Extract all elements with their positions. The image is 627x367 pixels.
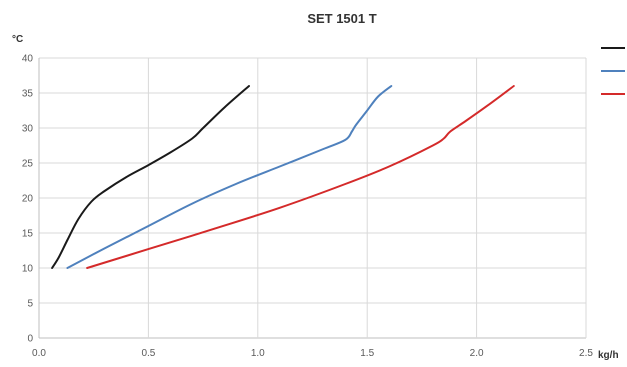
y-tick-label: 40 xyxy=(22,54,34,65)
legend xyxy=(601,47,625,95)
x-axis-unit: kg/h xyxy=(598,350,619,361)
y-tick-label: 35 xyxy=(22,89,34,100)
series-line-3 xyxy=(86,85,515,269)
x-tick-label: 2.5 xyxy=(579,348,593,359)
x-tick-label: 1.5 xyxy=(360,348,374,359)
y-tick-label: 0 xyxy=(27,334,33,345)
gridlines xyxy=(38,57,587,339)
x-tick-label: 0.0 xyxy=(32,348,46,359)
y-tick-label: 5 xyxy=(27,299,33,310)
series-line-1 xyxy=(51,85,250,269)
y-axis-unit: °C xyxy=(12,34,23,45)
y-tick-label: 10 xyxy=(22,264,34,275)
y-tick-label: 20 xyxy=(22,194,34,205)
tick-labels: 0 5 10 15 20 25 30 35 40 0.0 0.5 1.0 1.5 2.0 2.5 xyxy=(22,54,594,360)
series-lines xyxy=(51,85,515,269)
series-line-2 xyxy=(66,85,393,269)
x-tick-label: 1.0 xyxy=(251,348,265,359)
y-tick-label: 30 xyxy=(22,124,34,135)
chart-title: SET 1501 T xyxy=(307,11,376,26)
y-tick-label: 15 xyxy=(22,229,34,240)
x-tick-label: 2.0 xyxy=(470,348,484,359)
x-tick-label: 0.5 xyxy=(141,348,155,359)
y-tick-label: 25 xyxy=(22,159,34,170)
